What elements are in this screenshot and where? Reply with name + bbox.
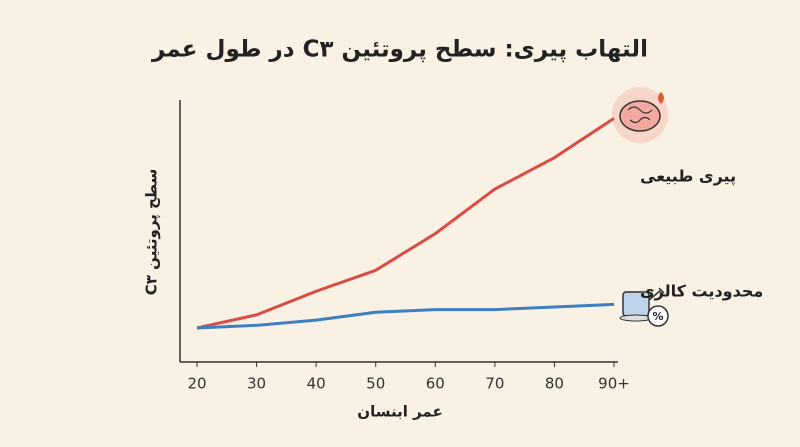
x-tick-label: 20 bbox=[187, 375, 206, 393]
food-icon: % bbox=[619, 287, 669, 327]
x-axis-label: عمر ابنسان bbox=[357, 403, 442, 421]
series-label: محدودیت کالری bbox=[640, 282, 763, 301]
x-tick-label: 40 bbox=[307, 375, 326, 393]
x-tick-label: 80 bbox=[545, 375, 564, 393]
y-axis-label: سطح پروتئین C۳ bbox=[143, 169, 162, 295]
x-tick-label: 70 bbox=[485, 375, 504, 393]
brain-icon bbox=[612, 87, 668, 143]
x-tick-label: 60 bbox=[426, 375, 445, 393]
svg-text:%: % bbox=[652, 310, 663, 323]
line bbox=[196, 302, 615, 330]
x-tick-label: 30 bbox=[247, 375, 266, 393]
x-tick-label: 90+ bbox=[598, 375, 630, 393]
chart-title: التهاب پیری: سطح پروتئین C۳ در طول عمر bbox=[151, 37, 648, 63]
line bbox=[196, 117, 615, 330]
series-label: پیری طبیعی bbox=[640, 167, 736, 187]
x-tick-label: 50 bbox=[366, 375, 385, 393]
